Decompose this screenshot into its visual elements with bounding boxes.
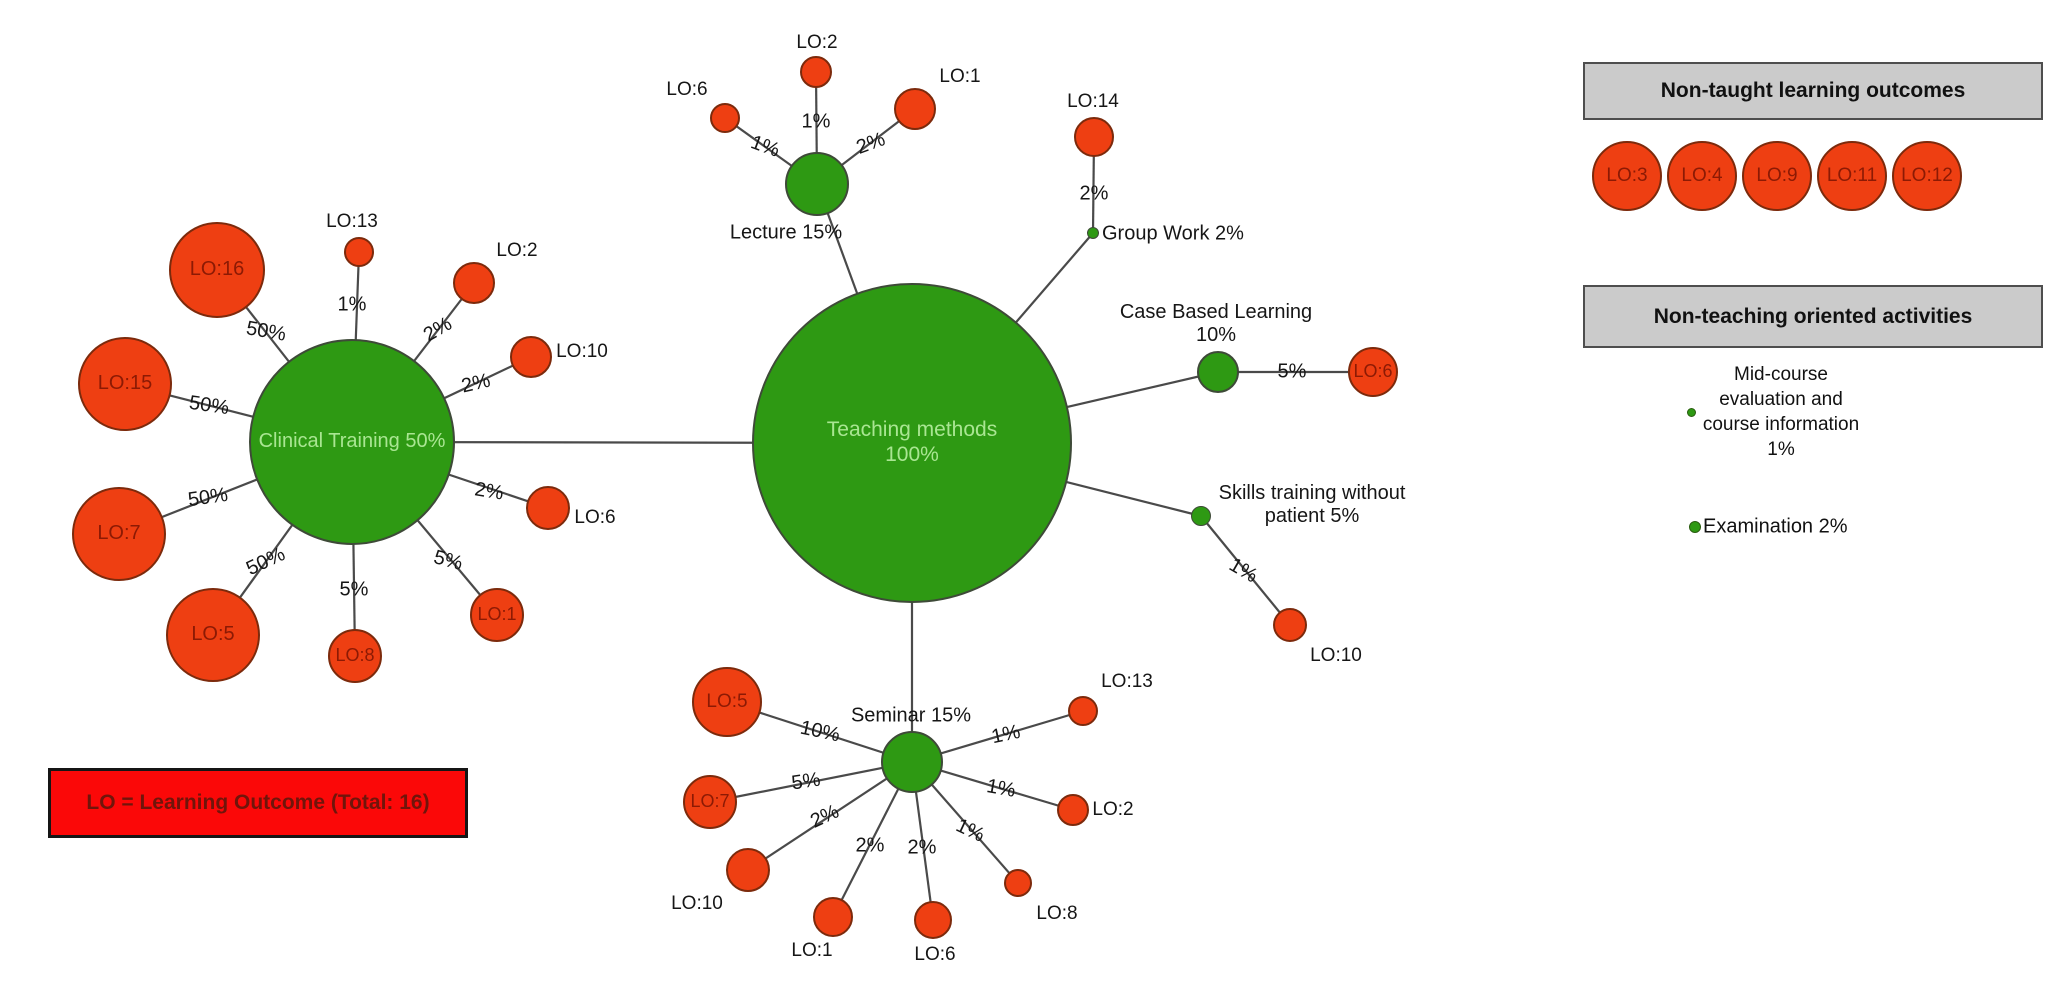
label-seminar-lo13: LO:13 <box>1101 671 1153 693</box>
node-clinical-lo13 <box>344 237 374 267</box>
label-clinical-lo6: LO:6 <box>574 507 616 529</box>
node-seminar <box>881 731 943 793</box>
label-lecture-lo1: LO:1 <box>939 66 981 88</box>
non-taught-title: Non-taught learning outcomes <box>1660 79 1966 102</box>
label-seminar-lo2: LO:2 <box>1092 799 1134 821</box>
edge-percentage-label-3: 2% <box>1079 182 1109 205</box>
edge-seminar--seminar-lo7 <box>709 760 913 804</box>
label-seminar: Seminar 15% <box>850 704 972 727</box>
non-taught-outcome-lo-4: LO:4 <box>1667 141 1737 211</box>
node-clinical-lo10 <box>510 336 552 378</box>
edge-percentage-label-14: 5% <box>339 578 369 601</box>
label-clinical-lo10: LO:10 <box>556 341 608 363</box>
non-teaching-header: Non-teaching oriented activities <box>1583 285 2043 348</box>
label-lecture-lo2: LO:2 <box>796 32 838 54</box>
edge-percentage-label-0: 1% <box>801 110 831 133</box>
midcourse-dot-icon <box>1687 408 1696 417</box>
node-clinical-lo8: LO:8 <box>328 629 382 683</box>
node-clinical-lo5: LO:5 <box>166 588 260 682</box>
node-lecture <box>785 152 849 216</box>
node-clinical-lo16: LO:16 <box>169 222 265 318</box>
edge-percentage-label-7: 1% <box>337 293 367 316</box>
node-lecture-lo2 <box>800 56 832 88</box>
non-taught-outcome-lo-3: LO:3 <box>1592 141 1662 211</box>
edge-percentage-label-22: 1% <box>984 775 1018 802</box>
node-clinical-lo2 <box>453 262 495 304</box>
edge-percentage-label-11: 2% <box>473 478 506 505</box>
node-clinical-lo7: LO:7 <box>72 487 166 581</box>
label-skills-training: Skills training without patient 5% <box>1218 482 1406 527</box>
label-group-work: Group Work 2% <box>1102 222 1244 245</box>
node-group-work <box>1087 227 1099 239</box>
non-taught-header: Non-taught learning outcomes <box>1583 62 2043 120</box>
node-group-work-lo14 <box>1074 117 1114 157</box>
node-seminar-lo5: LO:5 <box>692 667 762 737</box>
label-clinical-lo2: LO:2 <box>496 240 538 262</box>
non-taught-outcome-lo-12: LO:12 <box>1892 141 1962 211</box>
non-taught-outcome-lo-11: LO:11 <box>1817 141 1887 211</box>
label-case-based-learning: Case Based Learning 10% <box>1119 301 1313 346</box>
edge-seminar--seminar-lo10 <box>747 761 913 871</box>
label-seminar-lo6: LO:6 <box>914 944 956 966</box>
node-seminar-lo7: LO:7 <box>683 775 737 829</box>
non-taught-outcome-lo-9: LO:9 <box>1742 141 1812 211</box>
examination-dot-icon <box>1689 521 1701 533</box>
node-seminar-lo13 <box>1068 696 1098 726</box>
node-teaching-methods: Teaching methods 100% <box>752 283 1072 603</box>
node-cbl-lo6: LO:6 <box>1348 347 1398 397</box>
midcourse-label: Mid-course evaluation and course informa… <box>1702 364 1860 460</box>
node-lecture-lo1 <box>894 88 936 130</box>
node-case-based-learning <box>1197 351 1239 393</box>
node-clinical-lo1: LO:1 <box>470 588 524 642</box>
node-clinical-lo6 <box>526 486 570 530</box>
label-seminar-lo10: LO:10 <box>671 893 723 915</box>
node-seminar-lo10 <box>726 848 770 892</box>
label-skills-lo10: LO:10 <box>1310 645 1362 667</box>
label-lecture-lo6: LO:6 <box>666 79 708 101</box>
node-seminar-lo2 <box>1057 794 1089 826</box>
node-clinical-lo15: LO:15 <box>78 337 172 431</box>
node-seminar-lo6 <box>914 901 952 939</box>
label-lecture: Lecture 15% <box>729 221 843 244</box>
edge-percentage-label-4: 5% <box>1277 360 1307 383</box>
non-teaching-title: Non-teaching oriented activities <box>1653 304 1973 328</box>
edge-percentage-label-19: 2% <box>855 834 885 857</box>
edge-skills-training--skills-lo10 <box>1200 515 1291 626</box>
label-seminar-lo1: LO:1 <box>791 940 833 962</box>
legend-text: LO = Learning Outcome (Total: 16) <box>86 791 430 814</box>
edge-percentage-label-17: 5% <box>790 768 822 795</box>
label-group-work-lo14: LO:14 <box>1067 91 1119 113</box>
node-seminar-lo1 <box>813 897 853 937</box>
label-seminar-lo8: LO:8 <box>1036 903 1078 925</box>
examination-label: Examination 2% <box>1703 515 1848 538</box>
legend-box: LO = Learning Outcome (Total: 16) <box>48 768 468 838</box>
non-taught-outcomes-row: LO:3 LO:4 LO:9 LO:11 LO:12 <box>1592 141 1962 211</box>
node-lecture-lo6 <box>710 103 740 133</box>
node-clinical-training: Clinical Training 50% <box>249 339 455 545</box>
node-seminar-lo8 <box>1004 869 1032 897</box>
edge-percentage-label-20: 2% <box>907 836 937 859</box>
node-skills-lo10 <box>1273 608 1307 642</box>
node-skills-training <box>1191 506 1211 526</box>
label-clinical-lo13: LO:13 <box>326 211 378 233</box>
